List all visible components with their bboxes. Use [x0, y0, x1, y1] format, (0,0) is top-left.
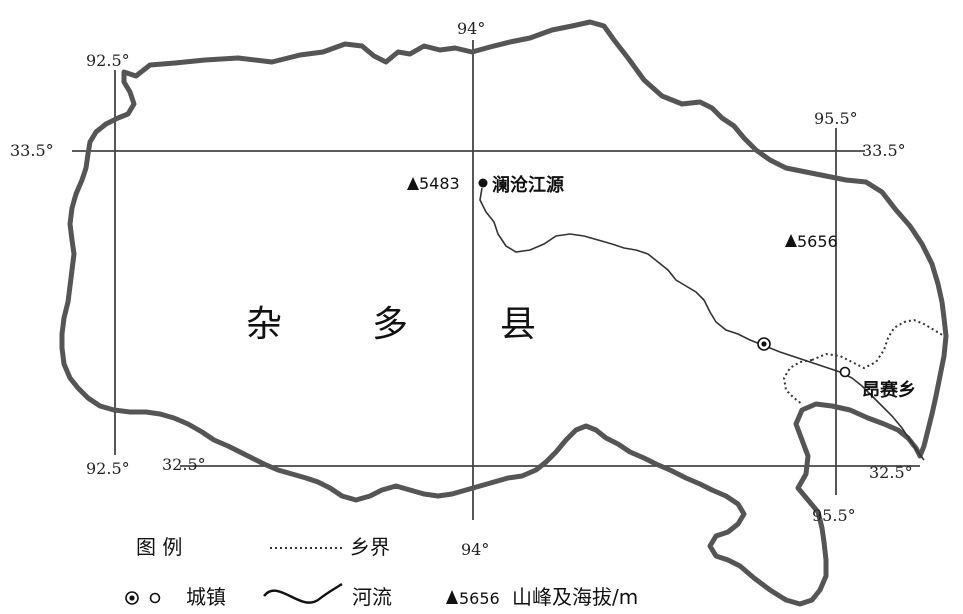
lat-label-32-5-left: 32.5°	[162, 455, 206, 474]
river-source-label: 澜沧江源	[492, 174, 564, 196]
legend-peak-icon	[446, 590, 458, 604]
lon-label-94-bottom: 94°	[461, 540, 489, 559]
graticule	[72, 40, 920, 520]
legend-river-symbol	[263, 583, 343, 604]
township-boundary	[782, 318, 945, 405]
township-label: 昂赛乡	[862, 379, 916, 401]
peak-5656-icon	[785, 234, 797, 247]
lon-label-92-5-top: 92.5°	[86, 51, 130, 70]
legend: 图 例 乡界 城镇 河流 5656 山峰及海拔/m	[125, 535, 638, 609]
lon-label-92-5-bottom: 92.5°	[86, 459, 130, 478]
county-char-3: 县	[500, 304, 536, 345]
peak-5483-icon	[407, 177, 419, 190]
legend-peak-sample: 5656	[459, 589, 500, 608]
peak-5656-elevation: 5656	[797, 232, 838, 251]
lon-label-95-5-top: 95.5°	[814, 109, 858, 128]
river-source-dot	[478, 178, 488, 188]
peak-5483-elevation: 5483	[419, 174, 460, 193]
town-zaduo	[757, 337, 771, 351]
lat-label-33-5-right: 33.5°	[862, 141, 906, 160]
town-angsai	[839, 366, 851, 378]
legend-river-label: 河流	[352, 585, 392, 609]
river-main	[479, 187, 925, 461]
county-town-inner	[761, 341, 767, 347]
legend-title: 图 例	[136, 535, 182, 559]
legend-town-label: 城镇	[186, 585, 226, 609]
county-char-2: 多	[372, 304, 408, 345]
legend-boundary-label: 乡界	[350, 535, 390, 559]
legend-peak-label: 山峰及海拔/m	[512, 585, 638, 609]
lat-label-32-5-right: 32.5°	[869, 463, 913, 482]
lon-label-95-5-bottom: 95.5°	[812, 506, 856, 525]
county-border	[59, 19, 949, 607]
legend-town-icon	[149, 592, 161, 604]
lat-label-33-5-left: 33.5°	[10, 141, 54, 160]
county-char-1: 杂	[246, 304, 282, 345]
legend-county-town-inner	[129, 595, 135, 601]
lon-label-94-top: 94°	[457, 19, 485, 38]
